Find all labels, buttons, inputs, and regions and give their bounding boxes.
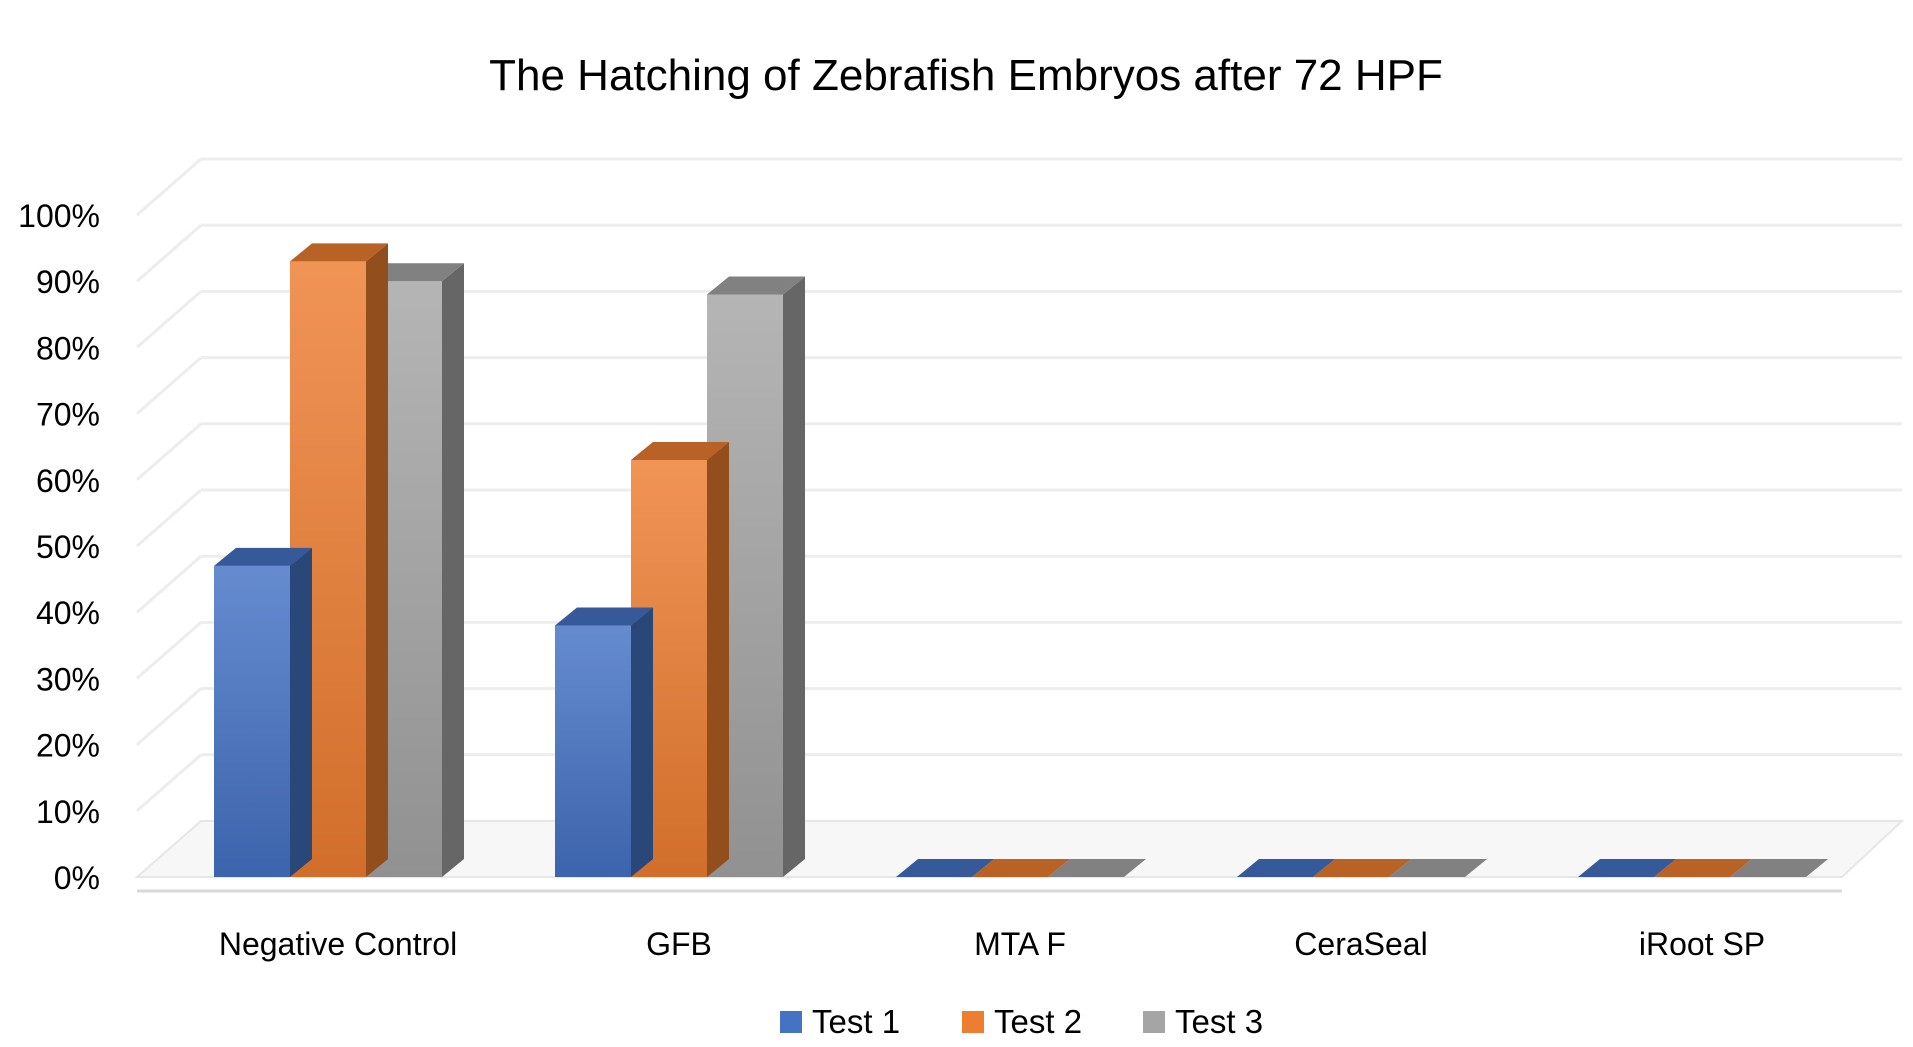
bar-top [555, 607, 653, 626]
y-tick-label: 10% [36, 794, 100, 830]
bar-side [442, 263, 464, 877]
bar-top [214, 547, 312, 566]
y-tick-label: 20% [36, 728, 100, 764]
x-axis-ticks: Negative Control GFB MTA F CeraSeal iRoot SP [219, 926, 1765, 962]
gridlines [136, 157, 1902, 812]
bar-top [1730, 859, 1828, 877]
bar-side [783, 276, 805, 877]
bar-top [631, 441, 729, 460]
gridline-side [136, 621, 202, 680]
legend-item-test-1[interactable]: Test 1 [780, 1003, 900, 1040]
y-tick-label: 50% [36, 529, 100, 565]
bar-top [1389, 859, 1487, 877]
bar-test-2-iroot-sp[interactable] [1654, 859, 1752, 877]
bar-top [366, 263, 464, 282]
gridline-side [136, 157, 202, 217]
gridline-side [136, 356, 202, 415]
legend[interactable]: Test 1 Test 2 Test 3 [780, 1003, 1263, 1040]
x-tick-label: iRoot SP [1639, 926, 1765, 962]
bar-test-1-negative-control[interactable] [214, 547, 312, 877]
bar-side [631, 607, 653, 877]
bar-test-2-mta-f[interactable] [972, 859, 1070, 877]
y-tick-label: 40% [36, 595, 100, 631]
y-tick-label: 100% [18, 198, 100, 234]
x-tick-label: GFB [646, 926, 712, 962]
y-axis-ticks: 0% 10% 20% 30% 40% 50% 60% 70% 80% 90% 100% [18, 198, 100, 896]
bar-top [1048, 859, 1146, 877]
bar-front [555, 625, 631, 877]
x-tick-label: CeraSeal [1294, 926, 1427, 962]
legend-swatch [962, 1011, 984, 1033]
gridline-side [136, 422, 202, 481]
bar-test-3-ceraseal[interactable] [1389, 859, 1487, 877]
legend-label: Test 2 [994, 1003, 1082, 1040]
bar-top [290, 243, 388, 262]
bar-side [366, 243, 388, 878]
gridline-side [136, 555, 202, 614]
legend-swatch [780, 1011, 802, 1033]
bar-top [1313, 859, 1411, 877]
legend-item-test-3[interactable]: Test 3 [1143, 1003, 1263, 1040]
bars [214, 243, 1828, 878]
bar-test-2-ceraseal[interactable] [1313, 859, 1411, 877]
chart-title: The Hatching of Zebrafish Embryos after … [489, 51, 1443, 100]
bar-top [896, 859, 994, 877]
bar-side [707, 441, 729, 877]
bar-test-1-gfb[interactable] [555, 607, 653, 877]
x-tick-label: Negative Control [219, 926, 457, 962]
bar-test-3-iroot-sp[interactable] [1730, 859, 1828, 877]
x-tick-label: MTA F [974, 926, 1066, 962]
legend-label: Test 3 [1175, 1003, 1263, 1040]
bar-top [972, 859, 1070, 877]
y-tick-label: 70% [36, 397, 100, 433]
legend-label: Test 1 [812, 1003, 900, 1040]
bar-test-1-mta-f[interactable] [896, 859, 994, 877]
bar-top [1654, 859, 1752, 877]
bar-test-3-mta-f[interactable] [1048, 859, 1146, 877]
y-tick-label: 0% [54, 860, 100, 896]
gridline-side [136, 488, 202, 548]
y-tick-label: 90% [36, 264, 100, 300]
y-tick-label: 30% [36, 661, 100, 697]
legend-item-test-2[interactable]: Test 2 [962, 1003, 1082, 1040]
y-tick-label: 80% [36, 330, 100, 366]
bar-top [1578, 859, 1676, 877]
bar-front [214, 565, 290, 877]
bar-top [707, 276, 805, 295]
gridline-side [136, 687, 202, 746]
gridline-side [136, 290, 202, 349]
y-tick-label: 60% [36, 463, 100, 499]
bar-test-1-iroot-sp[interactable] [1578, 859, 1676, 877]
legend-swatch [1143, 1011, 1165, 1033]
bar-side [290, 547, 312, 877]
bar-test-1-ceraseal[interactable] [1237, 859, 1335, 877]
gridline-side [136, 224, 202, 283]
gridline-side [136, 753, 202, 812]
bar-top [1237, 859, 1335, 877]
